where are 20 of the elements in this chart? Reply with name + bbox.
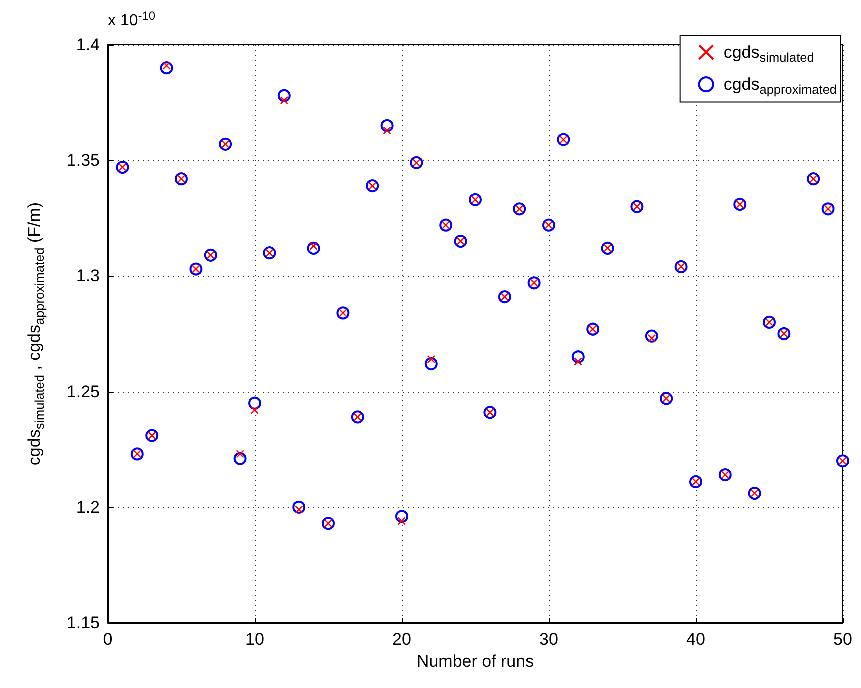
x-tick-label: 50 bbox=[834, 630, 852, 649]
x-tick-label: 40 bbox=[686, 630, 706, 649]
point bbox=[280, 96, 289, 105]
point bbox=[427, 355, 436, 364]
point bbox=[248, 396, 262, 410]
point bbox=[236, 450, 244, 458]
x-tick-label: 10 bbox=[246, 630, 264, 649]
y-tick-label: 1.2 bbox=[76, 498, 100, 517]
y-tick-label: 1.35 bbox=[66, 151, 100, 170]
y-axis-title: cgdssimulated , cgdsapproximated (F/m) bbox=[24, 202, 47, 466]
y-tick-label: 1.4 bbox=[76, 36, 100, 54]
x-tick-label: 30 bbox=[540, 630, 558, 649]
x-tick-label: 0 bbox=[103, 630, 113, 649]
y-tick-label: 1.15 bbox=[66, 614, 100, 632]
point bbox=[250, 406, 260, 414]
x-axis-title: Number of runs bbox=[416, 652, 534, 671]
point bbox=[383, 126, 392, 135]
y-tick-label: 1.3 bbox=[76, 266, 100, 286]
x-tick-label: 20 bbox=[392, 630, 412, 649]
y-tick-label: 1.25 bbox=[66, 382, 100, 402]
